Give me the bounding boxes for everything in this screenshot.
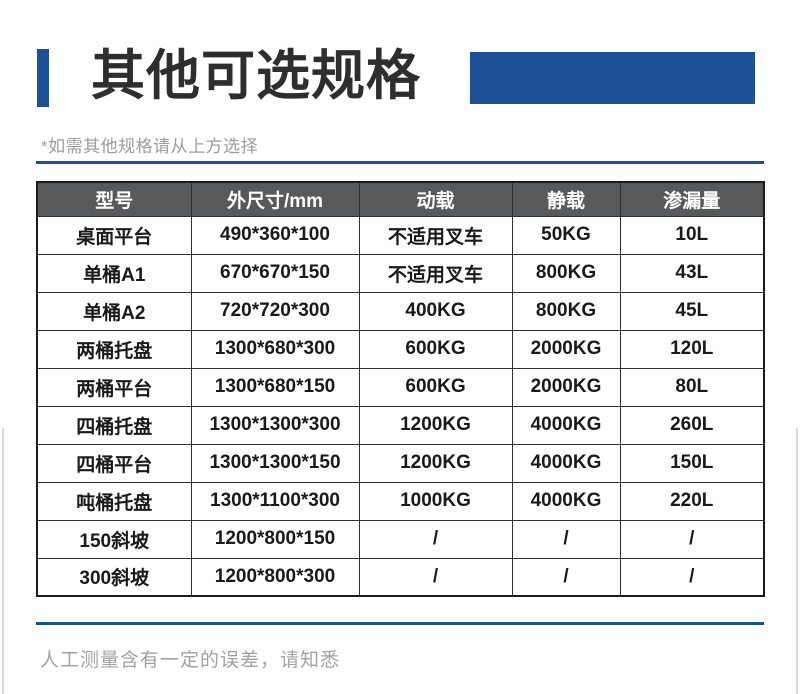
table-cell: 1200KG	[358, 443, 513, 483]
table-cell: 4000KG	[511, 443, 621, 483]
table-cell: 670*670*150	[190, 253, 360, 293]
table-cell: 1300*680*150	[190, 367, 360, 407]
table-cell: 1300*680*300	[190, 329, 360, 369]
table-cell: 四桶托盘	[36, 405, 192, 445]
measurement-disclaimer: 人工测量含有一定的误差，请知悉	[40, 650, 341, 671]
selection-note: *如需其他规格请从上方选择	[41, 137, 259, 156]
table-cell: 吨桶托盘	[36, 481, 192, 521]
table-cell: 300斜坡	[36, 557, 192, 597]
table-cell: 80L	[619, 367, 765, 407]
table-cell: 50KG	[511, 215, 621, 255]
table-row: 四桶托盘 1300*1300*300 1200KG 4000KG 260L	[36, 405, 765, 445]
table-cell: 800KG	[511, 253, 621, 293]
table-cell: 不适用叉车	[358, 253, 513, 293]
table-cell: /	[358, 557, 513, 597]
table-header-row: 型号 外尺寸/mm 动载 静载 渗漏量	[36, 181, 765, 217]
table-cell: 45L	[619, 291, 765, 331]
table-cell: 490*360*100	[190, 215, 360, 255]
table-cell: 4000KG	[511, 405, 621, 445]
table-cell: /	[358, 519, 513, 559]
page-edge-right	[796, 428, 798, 694]
table-cell: 两桶托盘	[36, 329, 192, 369]
divider-bottom	[36, 622, 764, 625]
column-header: 型号	[36, 181, 192, 217]
table-cell: /	[511, 557, 621, 597]
table-cell: 两桶平台	[36, 367, 192, 407]
table-cell: /	[619, 519, 765, 559]
page-title: 其他可选规格	[91, 46, 421, 106]
table-row: 桌面平台 490*360*100 不适用叉车 50KG 10L	[36, 215, 765, 255]
table-cell: 400KG	[358, 291, 513, 331]
divider-top	[36, 161, 764, 164]
table-cell: 800KG	[511, 291, 621, 331]
header-decor-rectangle	[470, 52, 755, 104]
table-cell: 43L	[619, 253, 765, 293]
table-cell: 220L	[619, 481, 765, 521]
table-cell: 四桶平台	[36, 443, 192, 483]
table-cell: 1200*800*150	[190, 519, 360, 559]
page-edge-left	[2, 428, 4, 694]
table-body: 桌面平台 490*360*100 不适用叉车 50KG 10L 单桶A1 670*670*1…	[36, 215, 765, 597]
column-header: 静载	[511, 181, 621, 217]
table-cell: 单桶A1	[36, 253, 192, 293]
table-row: 单桶A1 670*670*150 不适用叉车 800KG 43L	[36, 253, 765, 293]
table-cell: /	[511, 519, 621, 559]
table-row: 150斜坡 1200*800*150// /	[36, 519, 765, 559]
table-cell: 260L	[619, 405, 765, 445]
column-header: 外尺寸/mm	[190, 181, 360, 217]
table-row: 四桶平台 1300*1300*150 1200KG 4000KG 150L	[36, 443, 765, 483]
table-row: 吨桶托盘 1300*1100*300 1000KG 4000KG 220L	[36, 481, 765, 521]
table-cell: 2000KG	[511, 367, 621, 407]
table-cell: 4000KG	[511, 481, 621, 521]
table-cell: 600KG	[358, 329, 513, 369]
table-row: 两桶平台 1300*680*150 600KG 2000KG 80L	[36, 367, 765, 407]
table-cell: 120L	[619, 329, 765, 369]
table-row: 两桶托盘 1300*680*300 600KG 2000KG 120L	[36, 329, 765, 369]
table-cell: 150L	[619, 443, 765, 483]
table-cell: 不适用叉车	[358, 215, 513, 255]
column-header: 动载	[358, 181, 513, 217]
table-cell: 600KG	[358, 367, 513, 407]
table-cell: 1200*800*300	[190, 557, 360, 597]
table-row: 单桶A2 720*720*300 400KG 800KG 45L	[36, 291, 765, 331]
table-cell: 10L	[619, 215, 765, 255]
column-header: 渗漏量	[619, 181, 765, 217]
table-cell: 1300*1300*150	[190, 443, 360, 483]
table-cell: 桌面平台	[36, 215, 192, 255]
table-cell: 2000KG	[511, 329, 621, 369]
table-cell: 单桶A2	[36, 291, 192, 331]
table-cell: 1200KG	[358, 405, 513, 445]
table-cell: 150斜坡	[36, 519, 192, 559]
spec-table: 型号 外尺寸/mm 动载 静载 渗漏量 桌面平台 490*360*100 不适用叉车 50KG…	[36, 181, 765, 597]
table-cell: /	[619, 557, 765, 597]
title-accent-bar	[37, 49, 49, 107]
table-cell: 720*720*300	[190, 291, 360, 331]
table-cell: 1300*1100*300	[190, 481, 360, 521]
table-cell: 1000KG	[358, 481, 513, 521]
table-cell: 1300*1300*300	[190, 405, 360, 445]
table-row: 300斜坡 1200*800*300// /	[36, 557, 765, 597]
